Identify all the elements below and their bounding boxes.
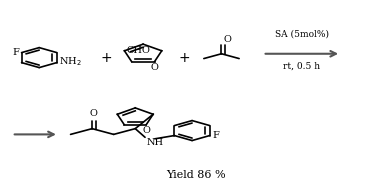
Text: F: F <box>213 131 220 140</box>
Text: O: O <box>223 35 231 44</box>
Text: rt, 0.5 h: rt, 0.5 h <box>283 61 320 70</box>
Text: O: O <box>151 63 158 72</box>
Text: NH: NH <box>147 138 164 147</box>
Text: +: + <box>178 51 190 65</box>
Text: Yield 86 %: Yield 86 % <box>166 170 226 180</box>
Text: CHO: CHO <box>126 46 150 55</box>
Text: F: F <box>13 48 20 57</box>
Text: +: + <box>100 51 112 65</box>
Text: NH$_2$: NH$_2$ <box>59 55 82 68</box>
Text: SA (5mol%): SA (5mol%) <box>275 29 329 38</box>
Text: O: O <box>142 126 150 135</box>
Text: O: O <box>89 109 97 118</box>
